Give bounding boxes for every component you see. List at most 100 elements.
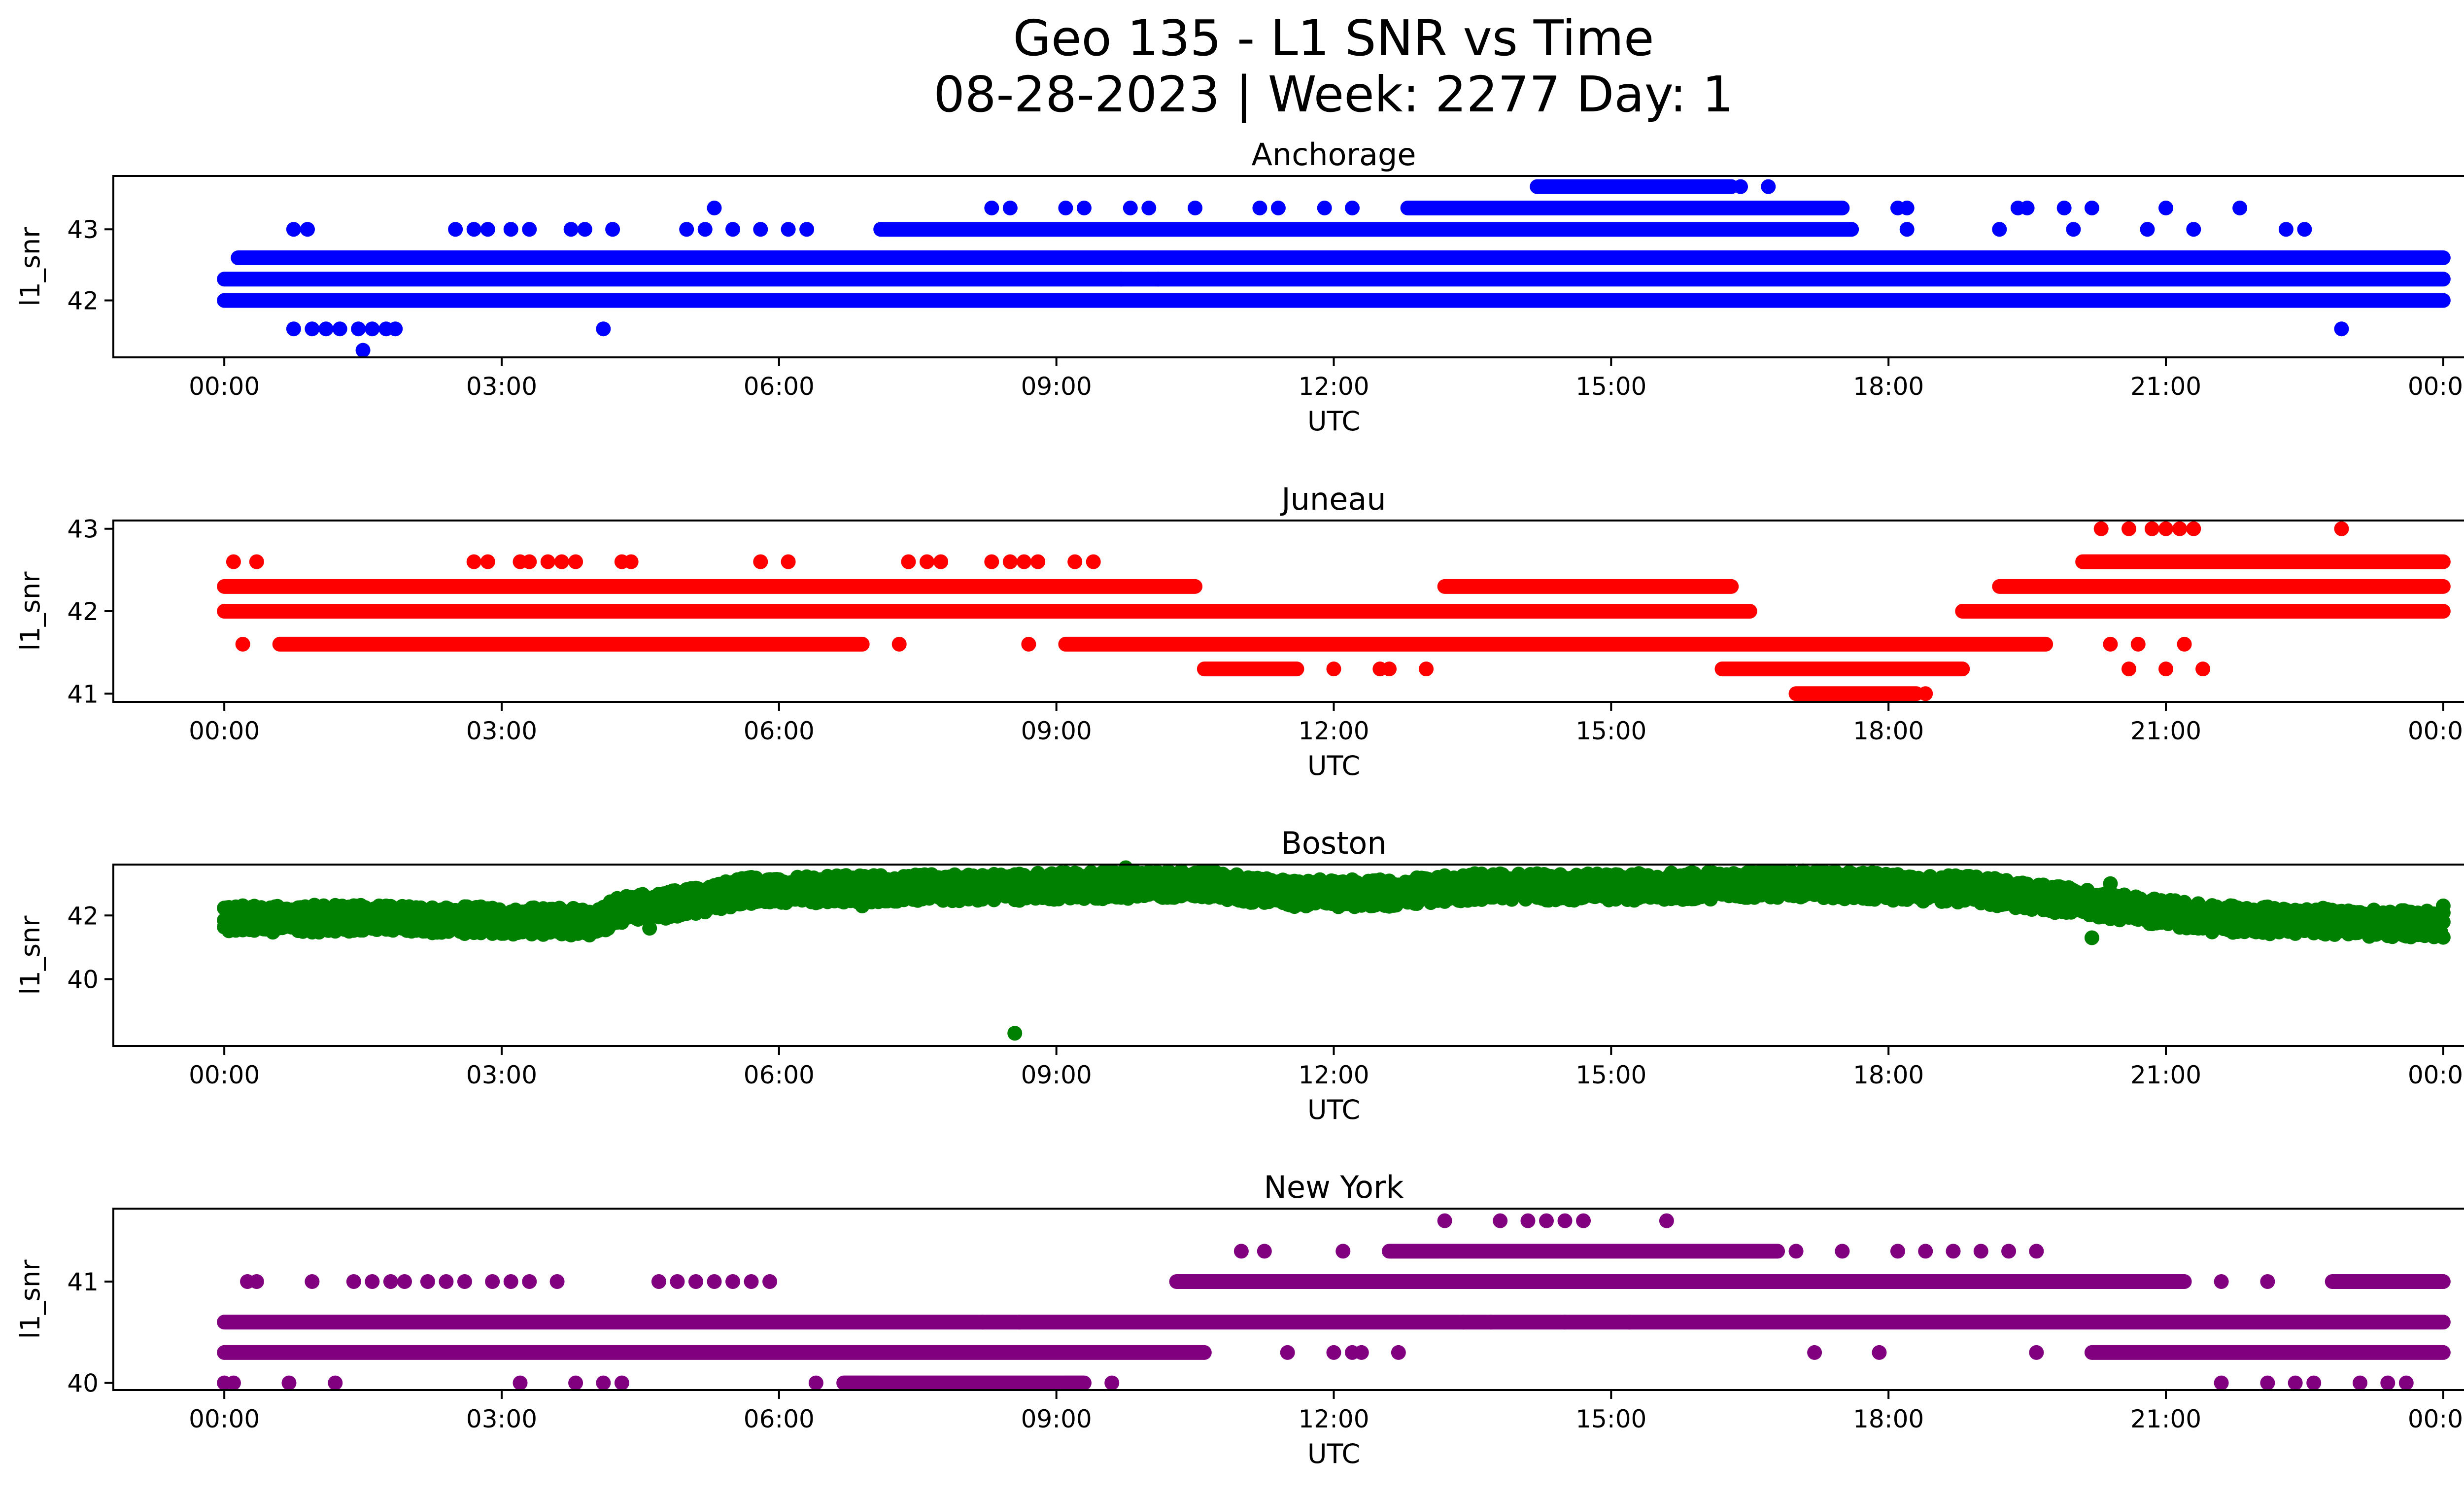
x-tick-label: 09:00: [1021, 1405, 1092, 1433]
marker: [1520, 250, 1536, 265]
marker: [1058, 200, 1073, 215]
marker: [1326, 1345, 1341, 1360]
x-tick-label: 21:00: [2130, 372, 2201, 401]
y-tick-label: 41: [67, 680, 99, 708]
marker: [286, 222, 301, 237]
marker: [2306, 1375, 2322, 1391]
marker: [1030, 554, 1046, 569]
marker-band: [1169, 1274, 2192, 1289]
marker: [1067, 554, 1083, 569]
x-tick-label: 15:00: [1575, 717, 1646, 745]
marker: [2158, 521, 2174, 536]
marker: [1076, 200, 1092, 215]
x-tick-label: 12:00: [1298, 717, 1369, 745]
marker: [1446, 250, 1462, 265]
marker-band: [231, 250, 2451, 265]
x-tick-label: 18:00: [1853, 1061, 1924, 1089]
marker: [1659, 1213, 1674, 1228]
marker: [2140, 222, 2155, 237]
marker: [596, 1375, 611, 1391]
marker: [1511, 867, 1526, 882]
marker-band: [217, 604, 1249, 619]
marker: [1215, 867, 1231, 882]
marker: [2334, 321, 2349, 337]
marker: [725, 222, 741, 237]
marker: [226, 1375, 241, 1391]
marker: [1257, 1244, 1272, 1259]
marker: [457, 1274, 472, 1289]
marker: [1539, 1213, 1554, 1228]
marker: [332, 321, 347, 337]
marker: [2121, 521, 2136, 536]
marker: [2278, 222, 2293, 237]
marker: [1918, 1244, 1933, 1259]
marker: [679, 222, 694, 237]
marker-band: [1400, 200, 1850, 215]
marker: [226, 554, 241, 569]
marker: [2029, 1244, 2044, 1259]
marker: [642, 921, 657, 936]
marker: [1317, 200, 1332, 215]
marker: [1104, 1375, 1120, 1391]
scatter-markers: [217, 521, 2451, 701]
marker: [1946, 1244, 1961, 1259]
marker-band: [1382, 1244, 1785, 1259]
marker: [577, 222, 592, 237]
marker: [855, 898, 870, 913]
marker: [1233, 1244, 1249, 1259]
marker: [351, 321, 366, 337]
marker: [1270, 200, 1286, 215]
marker-band: [217, 579, 1203, 594]
marker: [984, 200, 999, 215]
x-tick-label: 00:00: [189, 372, 260, 401]
marker: [2130, 636, 2146, 652]
marker: [808, 1375, 823, 1391]
x-tick-label: 15:00: [1575, 1405, 1646, 1433]
x-tick-label: 21:00: [2130, 1061, 2201, 1089]
x-tick-label: 09:00: [1021, 1061, 1092, 1089]
marker-band: [1233, 604, 1757, 619]
marker: [1326, 661, 1341, 677]
marker: [2066, 222, 2081, 237]
marker: [1123, 200, 1138, 215]
marker: [1557, 1315, 1573, 1330]
marker-band: [1992, 579, 2451, 594]
marker: [281, 1375, 297, 1391]
x-tick-label: 18:00: [1853, 372, 1924, 401]
marker: [707, 1274, 722, 1289]
marker: [1751, 867, 1767, 882]
marker: [2380, 1375, 2396, 1391]
figure-title: Geo 135 - L1 SNR vs Time: [1013, 9, 1654, 67]
marker: [397, 1274, 412, 1289]
marker: [725, 1274, 741, 1289]
marker: [933, 554, 949, 569]
marker: [365, 1274, 380, 1289]
x-tick-label: 03:00: [466, 1061, 537, 1089]
subplot-panels: Anchorage 00:00 03:00 06:00 09:00 12:00 15:00 1…: [15, 137, 2464, 1469]
marker: [614, 1375, 629, 1391]
marker-band: [1058, 636, 2053, 652]
marker: [2158, 200, 2174, 215]
marker: [2214, 1375, 2229, 1391]
marker: [568, 554, 583, 569]
marker: [1345, 200, 1360, 215]
subplot-title: Boston: [1281, 825, 1386, 861]
marker: [2093, 521, 2109, 536]
marker: [249, 1274, 264, 1289]
marker: [1493, 1213, 1508, 1228]
y-tick-label: 43: [67, 215, 99, 244]
marker: [568, 1375, 583, 1391]
marker: [1002, 554, 1018, 569]
marker: [1188, 200, 1203, 215]
marker: [891, 636, 907, 652]
x-tick-label: 06:00: [744, 1405, 815, 1433]
scatter-markers: [217, 179, 2451, 358]
marker: [2288, 1375, 2303, 1391]
marker: [1391, 1345, 1406, 1360]
marker: [1456, 1315, 1471, 1330]
x-tick-label: 18:00: [1853, 717, 1924, 745]
marker: [984, 554, 999, 569]
marker: [549, 1274, 565, 1289]
marker: [2001, 1244, 2017, 1259]
marker: [503, 222, 518, 237]
